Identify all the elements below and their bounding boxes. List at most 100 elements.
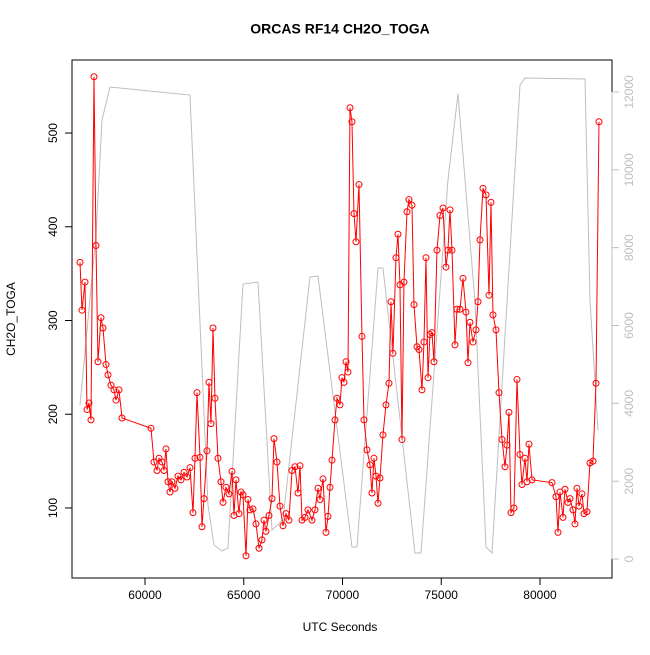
point [171,484,179,492]
point [566,495,574,503]
point [239,491,247,499]
point [561,485,569,493]
point [418,386,426,394]
point [439,204,447,212]
point [366,461,374,469]
point [311,506,319,514]
point [355,181,363,189]
point [276,502,284,510]
point [479,184,487,192]
point [410,301,418,309]
point [76,258,84,266]
x-tick-label: 65000 [227,588,261,602]
point [164,478,172,486]
point [225,490,233,498]
point [505,408,513,416]
point [374,499,382,507]
point [392,254,400,262]
point [501,463,509,471]
point [331,416,339,424]
point [444,246,452,254]
point [376,474,384,482]
point [342,358,350,366]
point [394,230,402,238]
point [291,463,299,471]
point [268,495,276,503]
y2-tick-label: 0 [622,555,636,562]
point [595,118,603,126]
y2-tick-label: 2000 [622,468,636,495]
point [81,278,89,286]
point [340,378,348,386]
point [244,496,252,504]
series-line [79,77,599,555]
point [379,431,387,439]
point [209,324,217,332]
y-tick-label: 500 [46,123,60,143]
point [296,462,304,470]
point [474,298,482,306]
point [90,73,98,81]
point [575,502,583,510]
point [177,476,185,484]
point [573,484,581,492]
point [258,536,266,544]
point [525,440,533,448]
point [466,318,474,326]
point [196,453,204,461]
point [415,346,423,354]
point [203,447,211,455]
point [219,498,227,506]
point [205,378,213,386]
point [92,242,100,250]
point [150,458,158,466]
point [589,457,597,465]
point [453,305,461,313]
point [338,374,346,382]
point [160,466,168,474]
point [83,406,91,414]
point [368,489,376,497]
point [328,456,336,464]
point [476,236,484,244]
x-axis-label: UTC Seconds [303,620,378,634]
point [385,379,393,387]
y2-tick-label: 8000 [622,234,636,261]
point [408,201,416,209]
point [554,528,562,536]
point [168,478,176,486]
point [495,389,503,397]
point [370,454,378,462]
point [242,552,250,560]
point [360,416,368,424]
point [403,208,411,216]
point [118,414,126,422]
point [436,212,444,220]
point [87,416,95,424]
point [489,311,497,319]
point [147,424,155,432]
point [97,314,105,322]
point [326,483,334,491]
point [162,445,170,453]
point [559,513,567,521]
point [363,446,371,454]
point [301,513,309,521]
point [252,520,260,528]
point [249,505,257,513]
point [112,396,120,404]
point [304,506,312,514]
point [324,512,332,520]
y2-tick-label: 10000 [622,153,636,187]
point [485,291,493,299]
point [333,394,341,402]
point [78,306,86,314]
point [294,489,302,497]
point [308,516,316,524]
point [279,522,287,530]
point [451,341,459,349]
y-tick-label: 200 [46,404,60,424]
point [387,298,395,306]
